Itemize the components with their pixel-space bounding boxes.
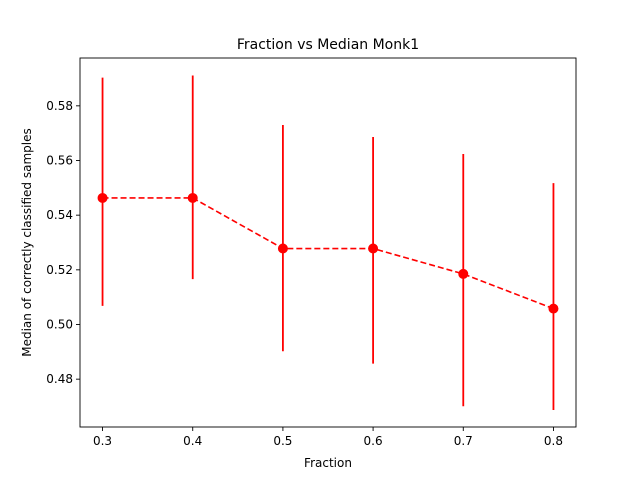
x-tick-label: 0.5 — [273, 434, 292, 448]
data-point — [187, 192, 198, 203]
y-tick-label: 0.48 — [46, 372, 73, 386]
x-tick-label: 0.3 — [93, 434, 112, 448]
y-axis-label: Median of correctly classified samples — [20, 128, 34, 357]
data-point — [97, 192, 108, 203]
y-tick-label: 0.58 — [46, 99, 73, 113]
y-tick-label: 0.54 — [46, 208, 73, 222]
x-axis: 0.3 0.4 0.5 0.6 0.7 0.8 — [93, 427, 563, 448]
y-axis: 0.48 0.50 0.52 0.54 0.56 0.58 — [46, 99, 80, 386]
x-tick-label: 0.8 — [544, 434, 563, 448]
y-tick-label: 0.50 — [46, 318, 73, 332]
plot-area — [97, 75, 559, 411]
x-tick-label: 0.6 — [364, 434, 383, 448]
x-axis-label: Fraction — [304, 456, 352, 470]
data-point — [548, 303, 559, 314]
x-tick-label: 0.4 — [183, 434, 202, 448]
series-line — [102, 197, 554, 310]
chart-title: Fraction vs Median Monk1 — [237, 37, 419, 53]
plot-frame — [79, 57, 577, 428]
data-point — [277, 243, 288, 254]
y-tick-label: 0.52 — [46, 263, 73, 277]
y-tick-label: 0.56 — [46, 154, 73, 168]
x-tick-label: 0.7 — [454, 434, 473, 448]
data-point — [458, 268, 469, 279]
data-point — [368, 243, 379, 254]
